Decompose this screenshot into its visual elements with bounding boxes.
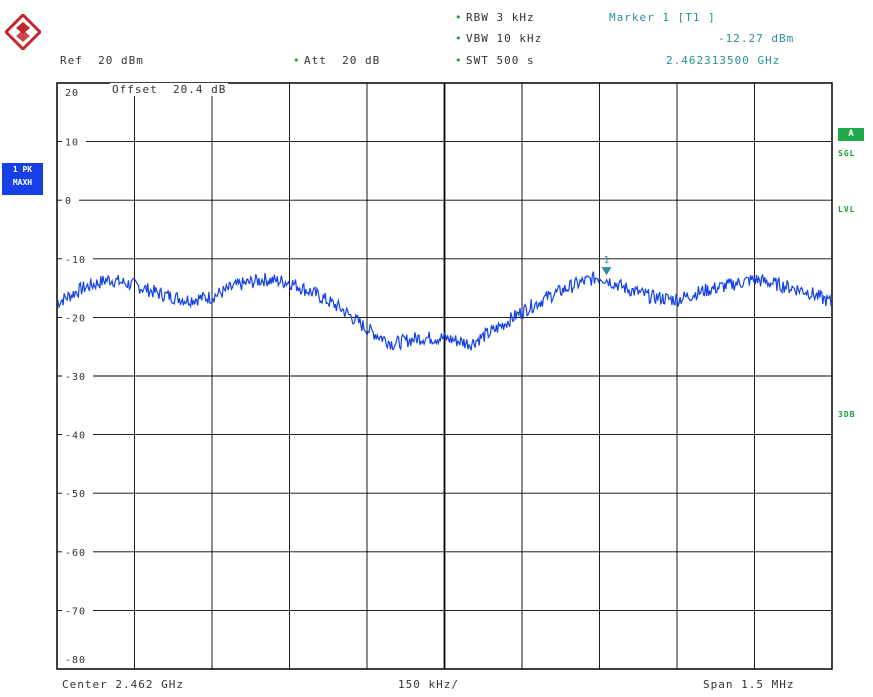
- offset-label: Offset 20.4 dB: [110, 83, 229, 96]
- y-tick-label: 20: [65, 88, 79, 99]
- y-tick-label: -60: [65, 548, 86, 559]
- swt-dot: •: [455, 54, 463, 67]
- att-dot: •: [293, 54, 301, 67]
- y-tick-label-bg: [62, 194, 79, 206]
- ref-level-label: Ref 20 dBm: [60, 54, 144, 67]
- y-tick-label-bg: [62, 370, 93, 381]
- trace-detector-badge: 1 PK MAXH: [2, 163, 43, 195]
- y-tick-label-bg: [62, 311, 93, 323]
- rohde-schwarz-logo-icon: [5, 14, 41, 50]
- trace-detector-line1: 1 PK: [12, 165, 33, 174]
- span-label: Span 1.5 MHz: [703, 678, 795, 691]
- vbw-label: VBW 10 kHz: [466, 32, 543, 45]
- trace-layer: [56, 271, 833, 352]
- y-tick-label: 0: [65, 196, 72, 207]
- y-tick-label-bg: [62, 135, 86, 147]
- trace-detector-line2: MAXH: [12, 178, 33, 187]
- division-label: 150 kHz/: [398, 678, 459, 691]
- y-tick-label-bg: [62, 428, 93, 440]
- vbw-dot: •: [455, 32, 463, 45]
- trace-a-badge: A: [838, 128, 864, 141]
- y-tick-label: -70: [65, 606, 86, 617]
- sgl-label: SGL: [838, 149, 856, 158]
- center-frequency-label: Center 2.462 GHz: [62, 678, 184, 691]
- rbw-label: RBW 3 kHz: [466, 11, 535, 24]
- y-tick-label: -50: [65, 489, 86, 500]
- grid: [56, 82, 833, 670]
- trace-line: [56, 271, 833, 352]
- 3db-label: 3DB: [838, 410, 856, 419]
- marker-title: Marker 1 [T1 ]: [609, 11, 716, 24]
- marker-level: -12.27 dBm: [718, 32, 795, 45]
- marker-number-label: 1: [603, 255, 609, 266]
- y-tick-label-bg: [62, 487, 93, 499]
- y-tick-label: -20: [65, 313, 86, 324]
- marker-frequency: 2.462313500 GHz: [666, 54, 781, 67]
- y-tick-label: -10: [65, 255, 86, 266]
- rbw-dot: •: [455, 11, 463, 24]
- marker-layer: 1: [601, 255, 612, 276]
- y-tick-label-bg: [62, 604, 93, 616]
- y-tick-label: -80: [65, 655, 86, 666]
- y-tick-labels: 20 10 0 -10 -20 -30 -40 -50 -60 -70 -80: [62, 88, 93, 666]
- y-tick-label: -30: [65, 372, 86, 383]
- y-tick-label-bg: [62, 252, 93, 264]
- y-tick-label: -40: [65, 431, 86, 442]
- y-tick-label: 10: [65, 138, 79, 149]
- marker-triangle-icon: [601, 267, 612, 276]
- y-tick-label-bg: [62, 545, 93, 557]
- lvl-label: LVL: [838, 205, 856, 214]
- swt-label: SWT 500 s: [466, 54, 535, 67]
- attenuation-label: Att 20 dB: [304, 54, 381, 67]
